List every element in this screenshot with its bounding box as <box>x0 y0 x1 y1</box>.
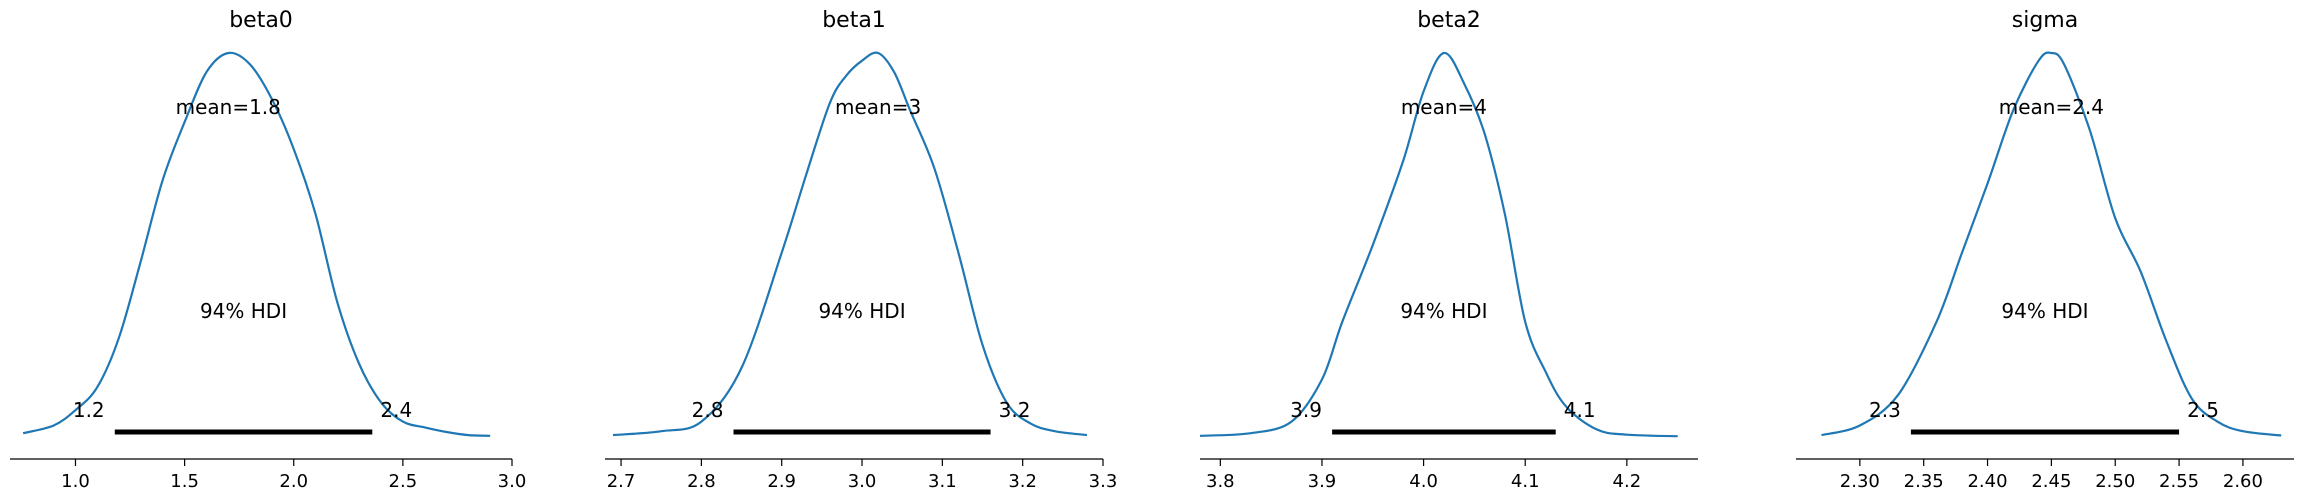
panel-title: beta1 <box>822 8 886 33</box>
hdi-high-label: 4.1 <box>1564 398 1596 422</box>
mean-label: mean=2.4 <box>1999 95 2104 119</box>
panel-title: beta0 <box>229 8 293 33</box>
panel-title: sigma <box>2012 8 2078 33</box>
x-tick-label: 3.1 <box>928 471 957 492</box>
x-tick-label: 1.0 <box>61 471 90 492</box>
x-tick-label: 3.0 <box>498 471 527 492</box>
x-tick-label: 4.1 <box>1511 471 1540 492</box>
x-tick-label: 2.7 <box>607 471 636 492</box>
mean-label: mean=1.8 <box>176 95 281 119</box>
hdi-label: 94% HDI <box>818 299 905 323</box>
hdi-label: 94% HDI <box>1400 299 1487 323</box>
density-curve <box>22 51 491 437</box>
hdi-high-label: 3.2 <box>999 398 1031 422</box>
panel-beta2: beta2 3.8 3.9 4.0 4.1 4.2 mean=4 94% HDI 3.9 4.1 <box>1199 8 1698 492</box>
x-tick-label: 2.35 <box>1904 471 1944 492</box>
hdi-label: 94% HDI <box>200 299 287 323</box>
panel-title: beta2 <box>1417 8 1481 33</box>
x-tick-label: 3.3 <box>1089 471 1118 492</box>
density-curve <box>612 51 1088 437</box>
x-tick-label: 4.0 <box>1409 471 1438 492</box>
x-tick-label: 2.0 <box>279 471 308 492</box>
mean-label: mean=3 <box>835 95 921 119</box>
x-tick-label: 2.9 <box>767 471 796 492</box>
panel-beta0: beta0 1.0 1.5 2.0 2.5 3.0 mean=1.8 94% HDI 1.2 2.… <box>10 8 526 492</box>
density-curve <box>1199 51 1678 438</box>
x-tick-label: 3.9 <box>1308 471 1337 492</box>
x-tick-label: 2.5 <box>389 471 418 492</box>
x-tick-label: 2.45 <box>2031 471 2071 492</box>
x-tick-label: 2.55 <box>2159 471 2199 492</box>
x-tick-label: 2.50 <box>2095 471 2135 492</box>
hdi-high-label: 2.4 <box>380 398 412 422</box>
x-tick-label: 4.2 <box>1613 471 1642 492</box>
mean-label: mean=4 <box>1401 95 1487 119</box>
x-tick-label: 2.60 <box>2223 471 2263 492</box>
panel-beta1: beta1 2.7 2.8 2.9 3.0 3.1 3.2 3.3 mean=3 94% HDI 2… <box>605 8 1117 492</box>
x-tick-label: 2.30 <box>1840 471 1880 492</box>
hdi-high-label: 2.5 <box>2187 398 2219 422</box>
x-tick-label: 3.0 <box>848 471 877 492</box>
x-tick-label: 3.2 <box>1008 471 1037 492</box>
hdi-low-label: 2.8 <box>692 398 724 422</box>
x-tick-label: 3.8 <box>1206 471 1235 492</box>
x-tick-label: 2.40 <box>1967 471 2007 492</box>
density-curve <box>1821 51 2282 437</box>
hdi-label: 94% HDI <box>2001 299 2088 323</box>
x-tick-label: 1.5 <box>170 471 199 492</box>
hdi-low-label: 2.3 <box>1869 398 1901 422</box>
panel-sigma: sigma 2.30 2.35 2.40 2.45 2.50 2.55 2.60 mean=2.… <box>1796 8 2294 492</box>
hdi-low-label: 3.9 <box>1290 398 1322 422</box>
hdi-low-label: 1.2 <box>73 398 105 422</box>
x-tick-label: 2.8 <box>687 471 716 492</box>
